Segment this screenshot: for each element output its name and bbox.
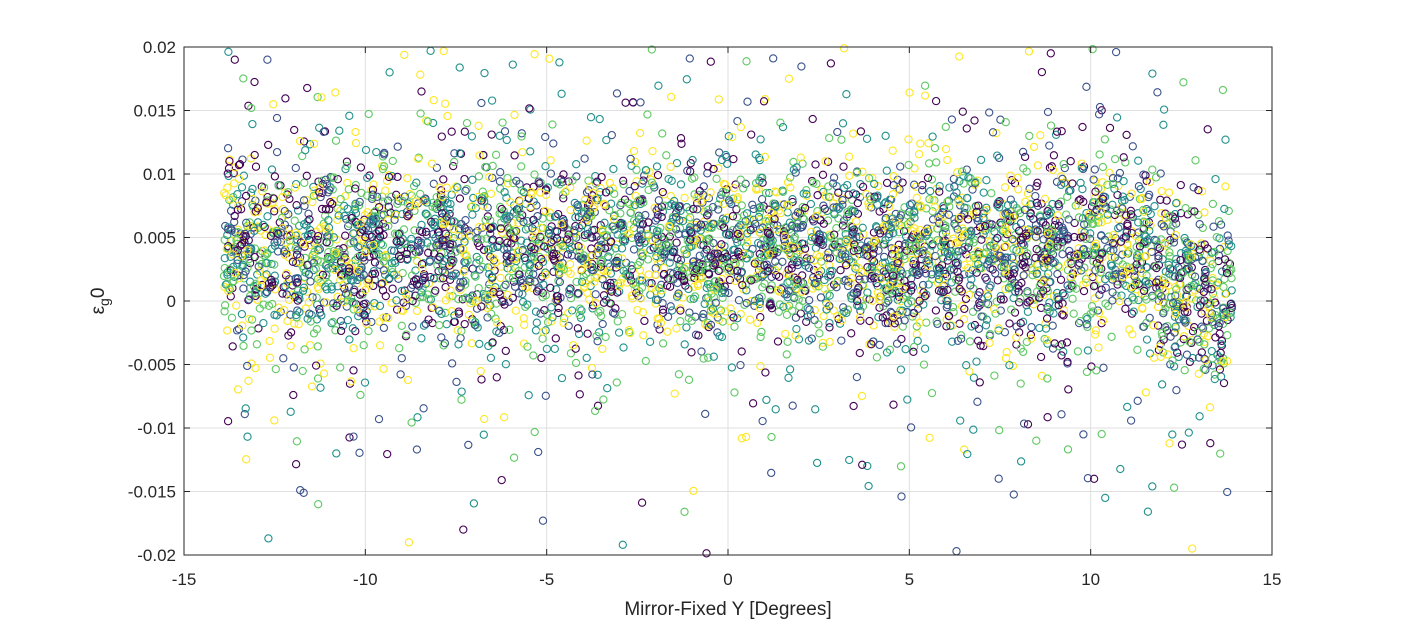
scatter-figure: -15-10-5051015 -0.02-0.015-0.01-0.00500.… [0,0,1406,625]
scatter-chart: -15-10-5051015 -0.02-0.015-0.01-0.00500.… [0,0,1406,625]
